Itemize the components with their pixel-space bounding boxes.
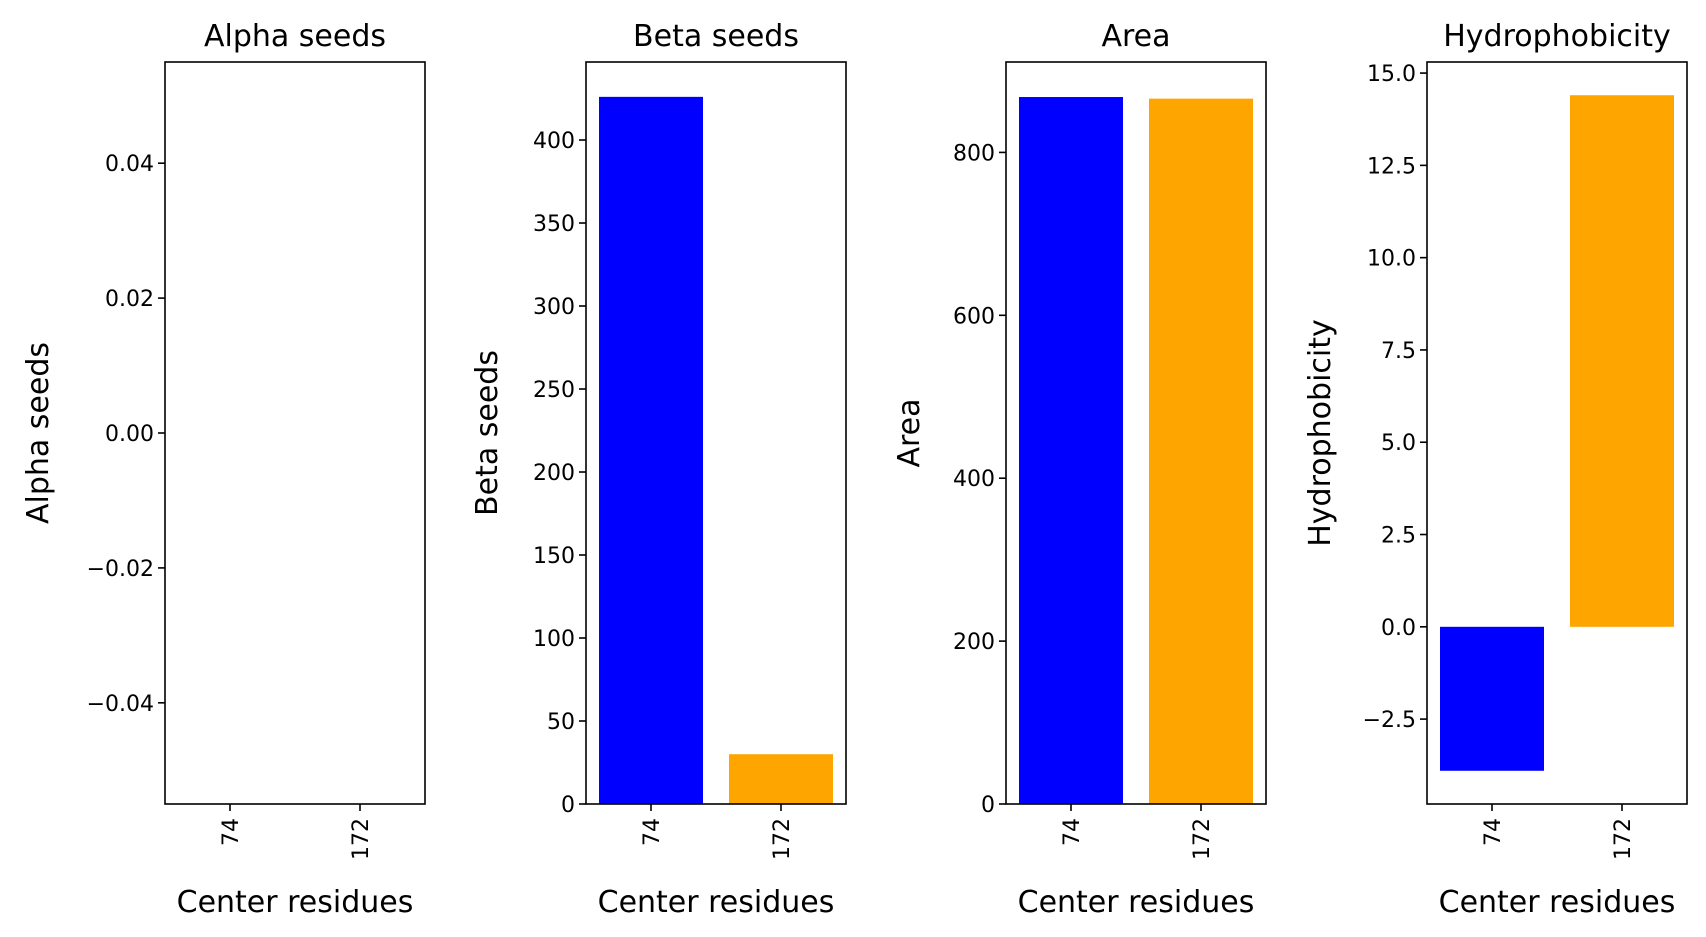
x-tick-label: 172 [349, 818, 374, 860]
x-tick-label: 172 [1190, 818, 1215, 860]
y-axis-label: Area [892, 398, 927, 467]
axes-frame [585, 61, 847, 805]
bar-172 [1149, 98, 1253, 804]
chart-panel-1: −0.04 −0.02 0.00 0.02 0.04 74 172 Alpha seeds Ce… [21, 19, 426, 920]
bar-74 [1019, 97, 1123, 804]
bar-74 [599, 96, 703, 804]
x-axis-label: Center residues [177, 885, 414, 920]
axes-frame [1005, 61, 1267, 805]
y-tick-label: 600 [953, 304, 995, 329]
y-tick-label: 0.00 [105, 422, 154, 447]
y-tick-label: 400 [953, 467, 995, 492]
chart-title: Alpha seeds [204, 19, 386, 54]
x-tick-label: 74 [640, 818, 665, 846]
chart-title: Hydrophobicity [1443, 19, 1671, 54]
x-axis-label: Center residues [598, 885, 835, 920]
x-tick-label: 172 [1611, 818, 1636, 860]
y-tick-label: 150 [533, 544, 575, 569]
chart-panel-4: −2.5 0.0 2.5 5.0 7.5 10.0 12.5 15.0 74 172 Hydroph… [1303, 19, 1688, 920]
y-tick-label: 350 [533, 212, 575, 237]
y-tick-label: 0.02 [105, 287, 154, 312]
chart-title: Area [1101, 19, 1170, 54]
y-tick-label: 5.0 [1381, 431, 1416, 456]
y-axis-label: Alpha seeds [21, 342, 56, 524]
y-tick-label: 200 [533, 461, 575, 486]
chart-panel-3: 0 200 400 600 800 74 172 Area Center residues Are… [892, 19, 1267, 920]
y-tick-label: 400 [533, 129, 575, 154]
bar-172 [729, 754, 833, 804]
y-tick-label: 250 [533, 378, 575, 403]
x-tick-label: 74 [1060, 818, 1085, 846]
y-tick-label: 0.0 [1381, 616, 1416, 641]
y-tick-label: 200 [953, 630, 995, 655]
axes-frame [164, 61, 426, 805]
y-tick-label: −2.5 [1363, 708, 1416, 733]
y-tick-label: 2.5 [1381, 524, 1416, 549]
y-tick-label: 15.0 [1367, 62, 1416, 87]
y-tick-label: −0.02 [87, 557, 154, 582]
y-axis-label: Hydrophobicity [1303, 319, 1338, 547]
y-tick-label: 12.5 [1367, 154, 1416, 179]
bar-74 [1440, 626, 1544, 771]
y-tick-label: 50 [547, 710, 575, 735]
bar-172 [1570, 95, 1674, 627]
x-tick-label: 172 [770, 818, 795, 860]
y-tick-label: 100 [533, 627, 575, 652]
y-axis-label: Beta seeds [470, 350, 505, 516]
chart-title: Beta seeds [633, 19, 799, 54]
x-axis-label: Center residues [1018, 885, 1255, 920]
axes-frame [1426, 61, 1688, 805]
y-tick-label: 10.0 [1367, 247, 1416, 272]
y-tick-label: −0.04 [87, 692, 154, 717]
y-tick-label: 300 [533, 295, 575, 320]
y-tick-label: 800 [953, 141, 995, 166]
y-tick-label: 0 [981, 793, 995, 818]
x-tick-label: 74 [219, 818, 244, 846]
chart-panel-2: 0 50 100 150 200 250 300 350 400 74 172 Beta seeds C… [470, 19, 847, 920]
x-axis-label: Center residues [1439, 885, 1676, 920]
x-tick-label: 74 [1481, 818, 1506, 846]
y-tick-label: 0.04 [105, 152, 154, 177]
y-tick-label: 0 [561, 793, 575, 818]
y-tick-label: 7.5 [1381, 339, 1416, 364]
